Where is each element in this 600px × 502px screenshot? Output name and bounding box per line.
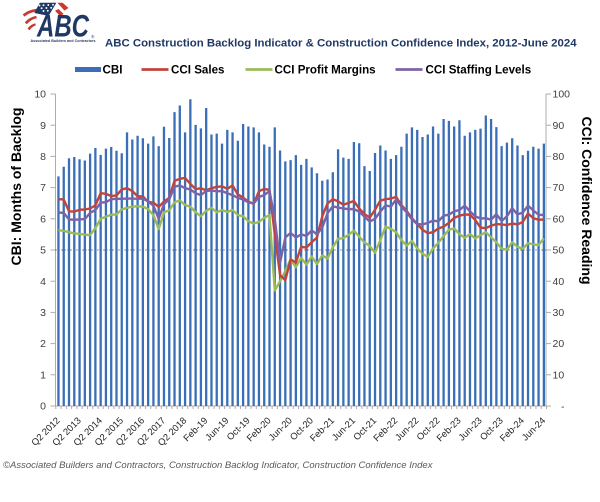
svg-text:CBI: Months of Backlog: CBI: Months of Backlog	[8, 108, 24, 266]
svg-text:CCI Profit Margins: CCI Profit Margins	[275, 64, 376, 77]
svg-text:0: 0	[40, 401, 46, 413]
svg-text:4: 4	[40, 276, 46, 288]
svg-text:10: 10	[34, 89, 46, 101]
svg-text:1: 1	[40, 369, 46, 381]
svg-text:Associated Builders and Contra: Associated Builders and Contractors	[31, 39, 96, 43]
svg-text:2: 2	[40, 338, 46, 350]
svg-text:©Associated Builders and Contr: ©Associated Builders and Contractors, Co…	[3, 460, 434, 471]
svg-text:ABC Construction Backlog Indic: ABC Construction Backlog Indicator & Con…	[105, 38, 577, 50]
svg-text:8: 8	[40, 151, 46, 163]
svg-text:CCI Sales: CCI Sales	[171, 64, 225, 77]
svg-text:50: 50	[553, 245, 565, 257]
svg-text:80: 80	[553, 151, 565, 163]
svg-text:®: ®	[91, 34, 95, 40]
svg-text:20: 20	[553, 338, 565, 350]
svg-text:ABC: ABC	[36, 8, 90, 44]
svg-text:CCI Staffing Levels: CCI Staffing Levels	[426, 64, 532, 77]
svg-text:40: 40	[553, 276, 565, 288]
svg-text:CCI: Confidence Reading: CCI: Confidence Reading	[579, 116, 595, 284]
svg-text:3: 3	[40, 307, 46, 319]
svg-text:7: 7	[40, 182, 46, 194]
svg-text:-: -	[561, 401, 565, 413]
svg-text:30: 30	[553, 307, 565, 319]
svg-text:90: 90	[553, 120, 565, 132]
svg-text:10: 10	[553, 369, 565, 381]
svg-text:6: 6	[40, 213, 46, 225]
svg-text:70: 70	[553, 182, 565, 194]
svg-text:CBI: CBI	[103, 64, 123, 77]
svg-text:60: 60	[553, 213, 565, 225]
svg-text:9: 9	[40, 120, 46, 132]
svg-text:100: 100	[553, 89, 571, 101]
svg-text:5: 5	[40, 245, 46, 257]
